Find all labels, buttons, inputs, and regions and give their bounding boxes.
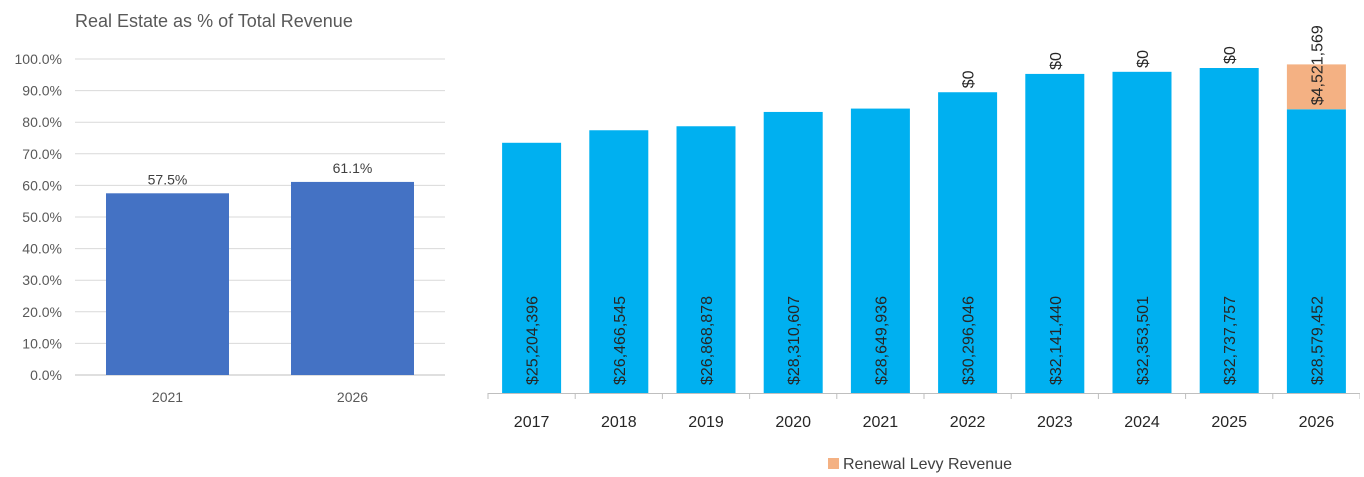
data-label: $0 — [1222, 46, 1239, 64]
bar — [106, 193, 229, 375]
y-tick-label: 50.0% — [22, 209, 62, 225]
y-tick-label: 100.0% — [15, 51, 62, 67]
data-label: $30,296,046 — [961, 296, 978, 385]
bar-segment-base — [1199, 68, 1259, 393]
y-tick-label: 0.0% — [30, 367, 62, 383]
bars — [106, 181, 414, 375]
bar-segment-base — [1112, 71, 1172, 394]
real-estate-percent-chart: Real Estate as % of Total Revenue 0.0% 10… — [15, 11, 445, 405]
y-axis-tick-labels: 0.0% 10.0% 20.0% 30.0% 40.0% 50.0% 60.0% 70.0% 8… — [15, 51, 62, 383]
bar-segment-base — [502, 142, 562, 393]
bar-segment-base — [938, 92, 998, 394]
data-label: $28,579,452 — [1309, 296, 1326, 385]
x-tick-label: 2017 — [514, 414, 550, 431]
x-tick-label: 2019 — [688, 414, 724, 431]
legend-label-renewal-levy: Renewal Levy Revenue — [843, 456, 1012, 473]
bar-segment-base — [1025, 73, 1085, 393]
y-tick-label: 40.0% — [22, 241, 62, 257]
y-tick-label: 20.0% — [22, 304, 62, 320]
bar-segment-base — [850, 108, 910, 393]
y-tick-label: 90.0% — [22, 83, 62, 99]
chart-title: Real Estate as % of Total Revenue — [75, 11, 353, 31]
legend-swatch-renewal-levy — [828, 458, 839, 469]
bar-segment-base — [1286, 109, 1346, 393]
x-axis-tick-labels: 2017 2018 2019 2020 2021 2022 2023 2024 2025 2026 — [514, 414, 1334, 431]
x-axis-tick-labels: 2021 2026 — [152, 389, 368, 405]
data-label: $26,466,545 — [612, 296, 629, 385]
x-tick-label: 2020 — [775, 414, 811, 431]
data-label: $0 — [1135, 50, 1152, 68]
x-tick-label: 2025 — [1211, 414, 1247, 431]
data-labels: 57.5% 61.1% — [148, 160, 373, 187]
data-labels: $25,204,396 $26,466,545 $26,868,878 $28,310… — [525, 25, 1327, 385]
y-tick-label: 60.0% — [22, 177, 62, 193]
y-tick-label: 10.0% — [22, 335, 62, 351]
bar-segment-base — [589, 130, 649, 394]
data-label: $28,310,607 — [786, 296, 803, 385]
y-tick-label: 80.0% — [22, 114, 62, 130]
data-label: $4,521,569 — [1309, 25, 1326, 105]
x-tick-label: 2023 — [1037, 414, 1073, 431]
x-tick-label: 2022 — [950, 414, 986, 431]
x-axis — [487, 393, 1360, 399]
x-tick-label: 2021 — [152, 389, 183, 405]
data-label: 57.5% — [148, 171, 188, 187]
data-label: $26,868,878 — [699, 296, 716, 385]
bar-segment-renewal-levy — [1286, 64, 1346, 110]
bar-segment-base — [763, 111, 823, 393]
data-label: $32,737,757 — [1222, 296, 1239, 385]
data-label: $28,649,936 — [873, 296, 890, 385]
legend: Renewal Levy Revenue — [828, 456, 1012, 473]
data-label: $25,204,396 — [525, 296, 542, 385]
data-label: 61.1% — [333, 160, 373, 176]
y-tick-label: 30.0% — [22, 272, 62, 288]
y-tick-label: 70.0% — [22, 146, 62, 162]
x-tick-label: 2026 — [1299, 414, 1335, 431]
data-label: $0 — [1048, 52, 1065, 70]
x-tick-label: 2021 — [863, 414, 899, 431]
data-label: $0 — [961, 70, 978, 88]
revenue-stacked-chart: $25,204,396 $26,466,545 $26,868,878 $28,310… — [487, 25, 1360, 473]
x-tick-label: 2018 — [601, 414, 637, 431]
x-tick-label: 2026 — [337, 389, 368, 405]
x-tick-label: 2024 — [1124, 414, 1160, 431]
bar — [291, 181, 414, 375]
bar-segment-base — [676, 126, 736, 393]
data-label: $32,353,501 — [1135, 296, 1152, 385]
data-label: $32,141,440 — [1048, 296, 1065, 385]
bars — [502, 64, 1346, 394]
